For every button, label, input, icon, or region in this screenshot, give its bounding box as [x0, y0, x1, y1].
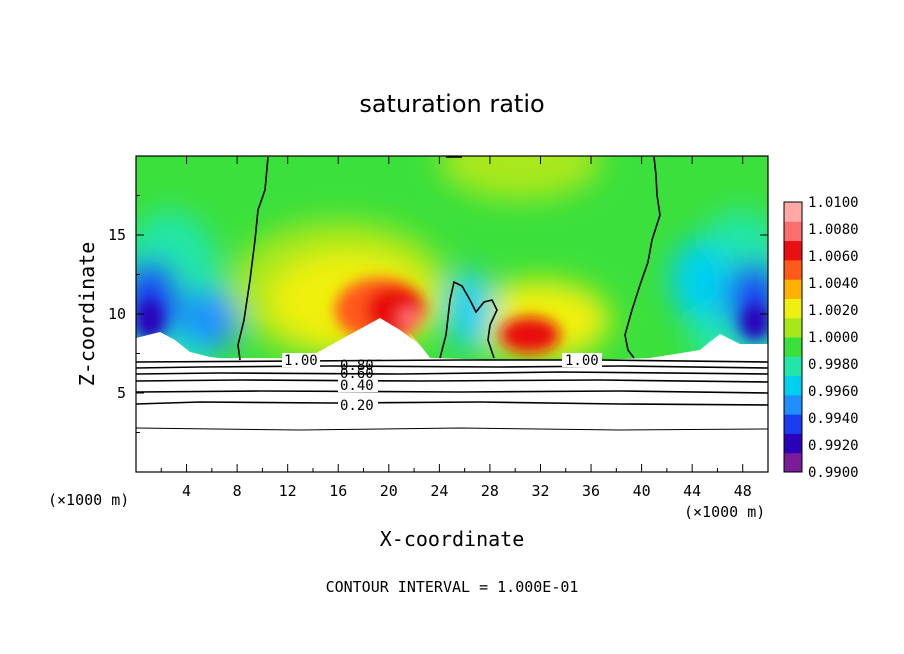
x-unit-right: (×1000 m): [684, 503, 765, 521]
x-axis-label: X-coordinate: [380, 527, 525, 551]
colorbar: 1.0100 1.0080 1.0060 1.0040 1.0020 1.0000 0.99…: [783, 195, 859, 481]
x-tick-label-44: 44: [683, 482, 701, 500]
colorbar-label-0.9980: 0.9980: [808, 357, 859, 373]
x-tick-label-32: 32: [531, 482, 549, 500]
colorbar-swatch: [784, 240, 802, 261]
colorbar-swatch: [784, 259, 802, 280]
colorbar-label-1.0020: 1.0020: [808, 303, 859, 319]
colorbar-label-0.9940: 0.9940: [808, 411, 859, 427]
contour-line-3: [439, 156, 498, 359]
colorbar-swatch: [784, 356, 802, 377]
colorbar-swatch: [784, 317, 802, 338]
x-tick-label-20: 20: [380, 482, 398, 500]
colorbar-label-0.9960: 0.9960: [808, 384, 859, 400]
contour-label-1.00-left: 1.00: [284, 353, 318, 369]
x-tick-label-36: 36: [582, 482, 600, 500]
contour-labels: 1.00 1.00 0.80 0.60 0.40 0.20: [282, 353, 602, 414]
x-tick-label-40: 40: [633, 482, 651, 500]
colorbar-swatch: [784, 375, 802, 396]
contour-line-1: [237, 156, 269, 361]
colorbar-swatch: [784, 221, 802, 242]
colorbar-swatch: [784, 394, 802, 415]
y-tick-label-10: 10: [108, 305, 126, 323]
colorbar-label-1.0040: 1.0040: [808, 276, 859, 292]
plot-area: 1.00 1.00 0.80 0.60 0.40 0.20: [136, 156, 768, 472]
x-tick-label-4: 4: [182, 482, 191, 500]
contour-label-0.20: 0.20: [340, 398, 374, 414]
colorbar-swatch: [784, 202, 802, 222]
x-tick-label-16: 16: [329, 482, 347, 500]
ground-contour-thin: [136, 427, 768, 431]
colorbar-swatch: [784, 452, 802, 473]
y-tick-label-5: 5: [117, 384, 126, 402]
colorbar-swatch: [784, 279, 802, 299]
x-tick-label-28: 28: [481, 482, 499, 500]
heatmap-field: [136, 156, 768, 390]
x-unit-left: (×1000 m): [48, 491, 129, 509]
colorbar-label-0.9920: 0.9920: [808, 438, 859, 454]
contour-label-0.80: 0.80: [340, 358, 374, 374]
contour-label-0.40: 0.40: [340, 378, 374, 394]
ground-region: [136, 318, 768, 472]
contour-label-1.00-right: 1.00: [565, 353, 599, 369]
colorbar-label-1.0000: 1.0000: [808, 330, 859, 346]
colorbar-swatch: [784, 433, 802, 454]
y-axis-label: Z-coordinate: [75, 242, 99, 387]
x-tick-label-12: 12: [279, 482, 297, 500]
chart-title: saturation ratio: [359, 90, 544, 118]
contour-line-2: [624, 156, 661, 359]
colorbar-label-1.0060: 1.0060: [808, 249, 859, 265]
colorbar-swatch: [784, 414, 802, 434]
colorbar-label-1.0080: 1.0080: [808, 222, 859, 238]
x-tick-label-24: 24: [430, 482, 448, 500]
x-tick-label-8: 8: [233, 482, 242, 500]
colorbar-frame: [783, 201, 803, 473]
ground-contours: [136, 359, 768, 406]
y-tick-label-15: 15: [108, 226, 126, 244]
colorbar-swatch: [784, 337, 802, 357]
colorbar-label-1.0100: 1.0100: [808, 195, 859, 211]
x-tick-label-48: 48: [734, 482, 752, 500]
colorbar-swatch: [784, 298, 802, 319]
colorbar-label-0.9900: 0.9900: [808, 465, 859, 481]
footer-contour-interval: CONTOUR INTERVAL = 1.000E-01: [326, 578, 579, 596]
